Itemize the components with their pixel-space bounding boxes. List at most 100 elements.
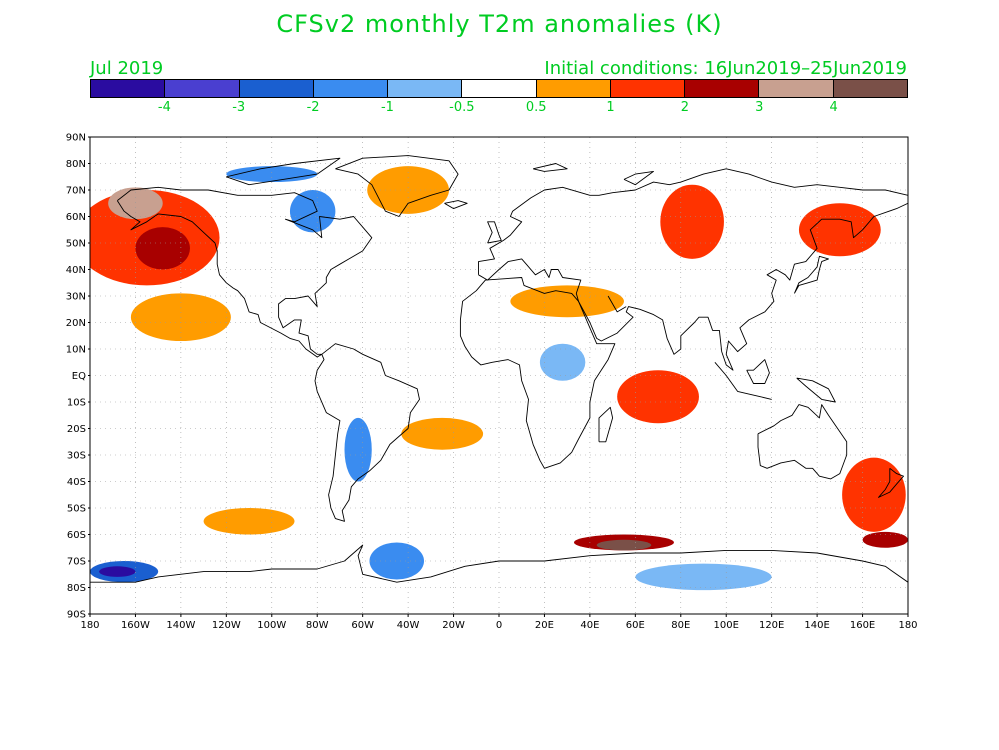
longitude-label: 180 [898,620,917,631]
coastline [746,359,770,384]
legend-tick-label: -1 [380,100,394,115]
coastline [793,255,829,294]
legend-swatch [165,80,240,97]
coastline [878,467,904,498]
latitude-label: 10N [66,345,86,356]
coastline [598,406,614,443]
coastline [459,277,616,469]
latitude-label: 20S [67,424,86,435]
anomaly-region-siberia-warm [660,184,724,259]
coastline [314,343,420,522]
coastlines [90,155,908,583]
latitude-label: 10S [67,398,86,409]
coastline [478,168,908,371]
legend-tick-label: -4 [157,100,171,115]
longitude-label: 60E [626,620,645,631]
longitude-label: 160E [850,620,875,631]
coastline [607,295,627,313]
longitude-label: 120E [759,620,784,631]
legend-tick-label: -3 [232,100,246,115]
anomaly-region-se-pacific-warm [203,508,295,535]
latitude-label: 70S [67,557,86,568]
anomaly-region-ross-sea-hot [862,531,908,548]
latitude-label: 40N [66,265,86,276]
longitude-label: 180 [80,620,99,631]
anomaly-region-south-atlantic-warm [401,417,484,450]
legend-tick-label: -0.5 [449,100,475,115]
longitude-label: 20W [442,620,465,631]
latitude-label: 60N [66,212,86,223]
longitude-label: 60W [351,620,374,631]
color-legend-labels: -4 -3 -2 -1 -0.5 0.5 1 2 3 4 [90,100,908,118]
longitude-label: 100E [714,620,739,631]
legend-swatch [91,80,166,97]
anomaly-region-indian-ocean-warm [617,370,699,424]
anomaly-region-canada-cold [289,190,336,233]
longitude-label: 0 [496,620,502,631]
longitude-label: 140E [804,620,829,631]
longitude-label: 160W [121,620,150,631]
anomaly-region-south-america-cold [344,417,372,482]
legend-tick-label: 3 [755,100,764,115]
latitude-label: 90S [67,610,86,621]
anomaly-region-east-antarctic-cold [635,563,772,591]
coastline [487,221,502,244]
latitude-label: 80N [66,159,86,170]
anomaly-region-ne-asia-warm [798,203,881,257]
longitude-label: 120W [212,620,241,631]
anomaly-region-alaska-very-hot [108,187,163,220]
latitude-label: 40S [67,477,86,488]
coastline [623,170,654,186]
latitude-label: 60S [67,530,86,541]
legend-tick-label: 1 [606,100,615,115]
legend-swatch [313,80,389,97]
valid-month: Jul 2019 [90,58,164,79]
longitude-label: 80W [306,620,329,631]
anomaly-region-greenland-warm [367,166,450,214]
legend-swatch [462,80,537,97]
anomaly-region-antarctic-very-cold [99,566,136,577]
anomaly-region-weddell-cold [369,542,425,580]
longitude-label: 40E [580,620,599,631]
longitude-label: 140W [166,620,195,631]
legend-swatch [536,80,611,97]
legend-tick-label: 4 [829,100,838,115]
color-legend-bar [90,79,908,98]
anomaly-region-southern-ocean-extreme [596,539,652,551]
legend-tick-label: -2 [306,100,320,115]
latitude-label: EQ [72,371,86,382]
coastline [444,200,468,210]
latitude-label: 50S [67,504,86,515]
gridlines [90,137,908,614]
coastline [226,157,341,186]
anomaly-region-gulf-of-alaska-hot [135,227,190,270]
legend-swatch [610,80,686,97]
latitude-label: 50N [66,239,86,250]
legend-tick-label: 0.5 [525,100,547,115]
latitude-label: 70N [66,186,86,197]
latitude-label: 30N [66,292,86,303]
legend-swatch [388,80,463,97]
map-title: CFSv2 monthly T2m anomalies (K) [276,10,723,38]
anomaly-region-central-africa-cold [539,343,586,381]
longitude-label: 80E [671,620,690,631]
anomaly-region-arctic-cold [226,166,318,183]
latitude-label: 20N [66,318,86,329]
initial-conditions: Initial conditions: 16Jun2019–25Jun2019 [544,58,907,79]
legend-swatch [833,80,907,97]
coastline [532,163,568,172]
coastline [335,155,459,217]
longitude-label: 40W [397,620,420,631]
latitude-label: 90N [66,133,86,144]
coastline [116,186,373,358]
coastline [796,377,836,403]
legend-swatch [239,80,314,97]
latitude-labels: 90N 80N 70N 60N 50N 40N 30N 20N 10N EQ 10S 20S 30S 40… [66,133,90,621]
legend-tick-label: 2 [680,100,690,115]
longitude-labels: 180 160W 140W 120W 100W 80W 60W 40W 20W 0 20E 40E 60… [80,614,918,631]
coastline [714,362,772,400]
latitude-label: 80S [67,583,86,594]
longitude-label: 100W [257,620,286,631]
latitude-label: 30S [67,451,86,462]
